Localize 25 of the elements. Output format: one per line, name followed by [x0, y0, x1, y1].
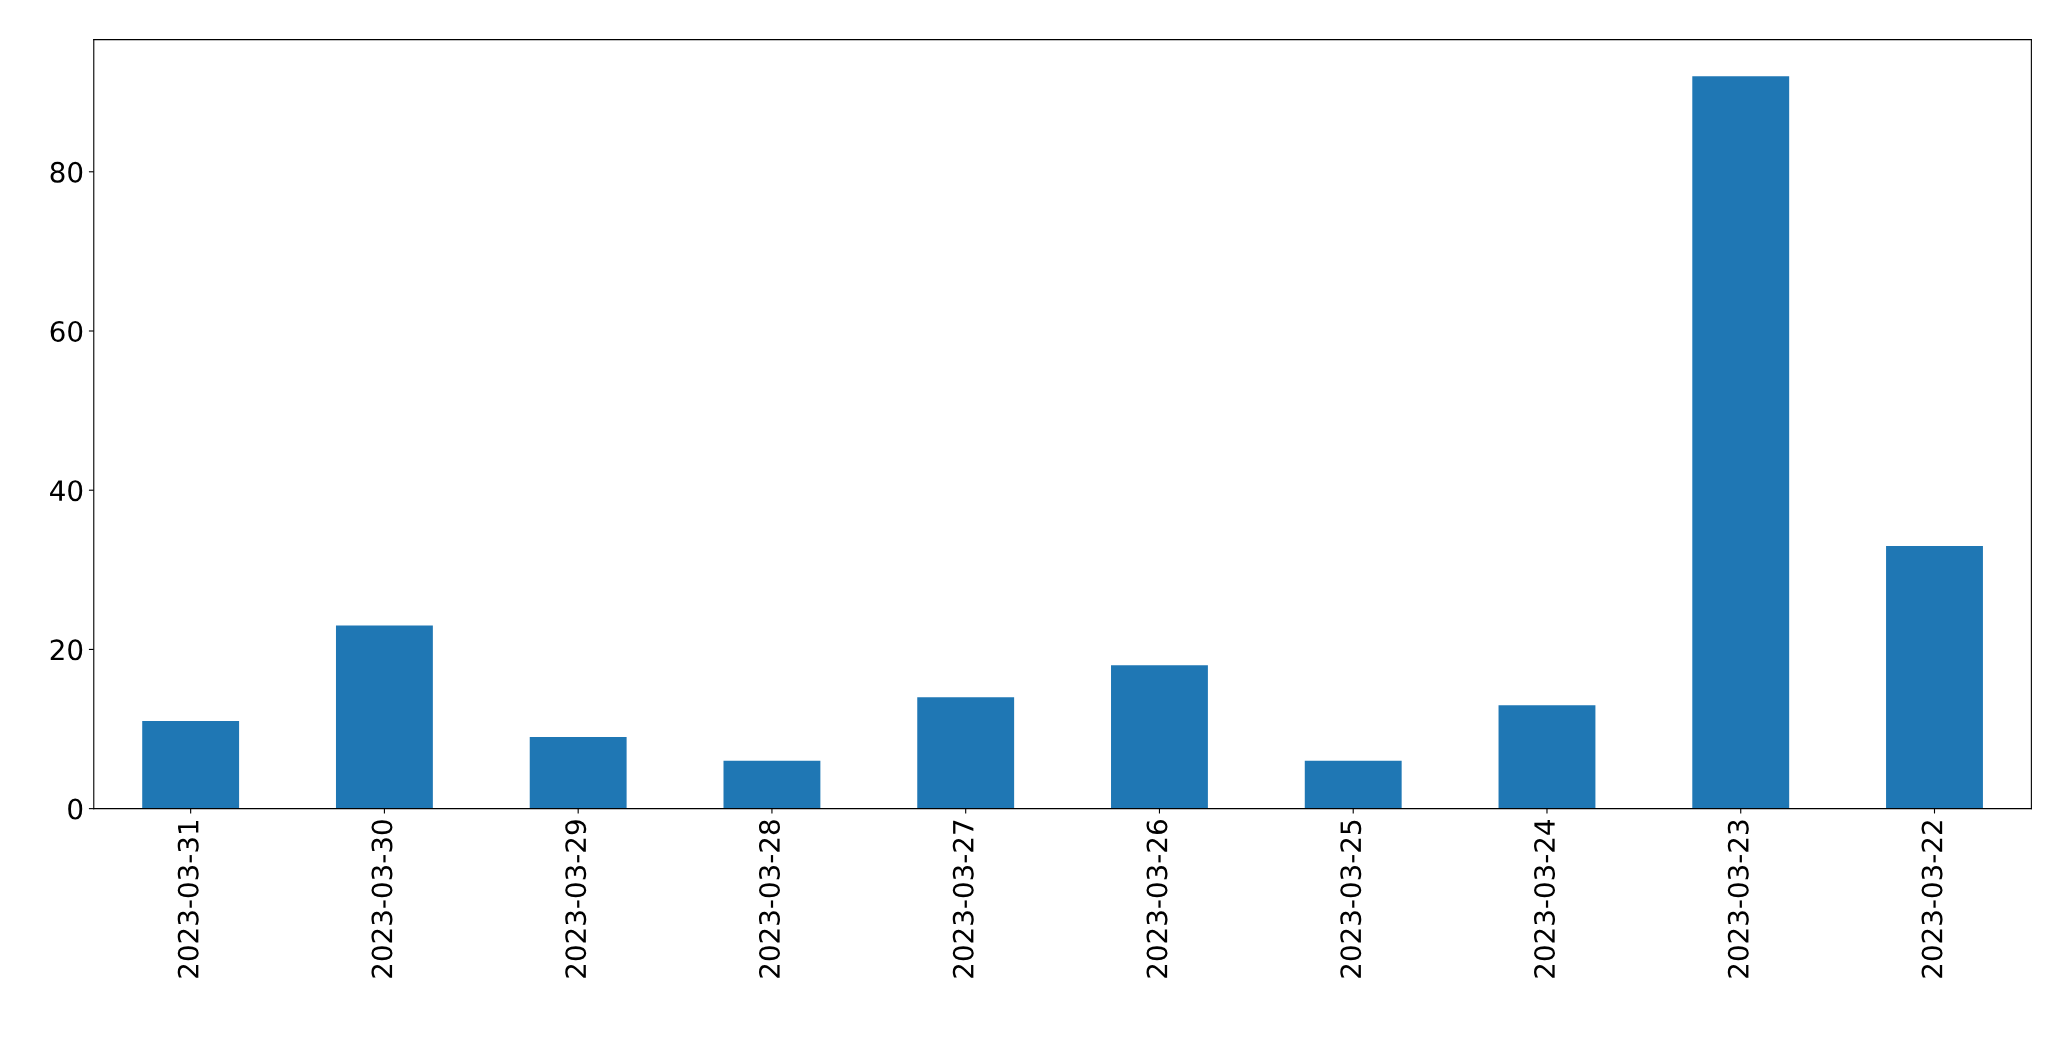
x-tick-label: 2023-03-30: [371, 820, 393, 978]
bar: [1692, 76, 1790, 809]
bar: [142, 721, 240, 809]
x-tick-label: 2023-03-22: [1921, 821, 1943, 978]
y-tick-label: 40: [50, 480, 83, 502]
y-tick-label: 20: [50, 639, 83, 661]
bar: [917, 697, 1015, 809]
x-tick-label: 2023-03-25: [1340, 820, 1362, 978]
bar: [723, 760, 821, 809]
x-tick-label: 2023-03-29: [565, 820, 587, 978]
bar: [1498, 705, 1596, 809]
bar: [1111, 665, 1208, 809]
x-tick-label: 2023-03-24: [1534, 819, 1556, 978]
bar: [1886, 545, 1983, 809]
bar: [529, 736, 627, 809]
x-tick-label: 2023-03-28: [758, 820, 780, 978]
x-tick-label: 2023-03-23: [1727, 820, 1749, 978]
y-tick-label: 60: [50, 320, 83, 342]
bar: [1304, 760, 1402, 809]
x-tick-label: 2023-03-26: [1146, 820, 1168, 978]
y-tick-label: 80: [50, 161, 83, 183]
y-tick-label: 0: [68, 798, 83, 820]
x-tick-label: 2023-03-27: [952, 820, 974, 978]
x-tick-label: 2023-03-31: [177, 820, 199, 978]
bar: [335, 625, 433, 809]
